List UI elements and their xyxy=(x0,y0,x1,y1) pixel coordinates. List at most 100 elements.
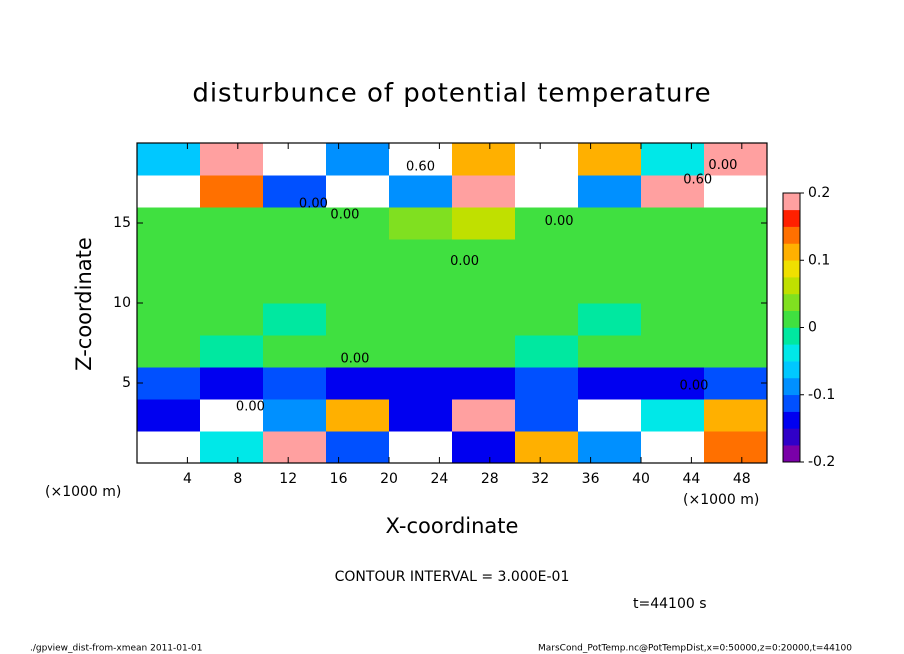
contour-label: 0.00 xyxy=(330,208,359,223)
heatmap-cell xyxy=(200,303,264,336)
heatmap-cell xyxy=(137,143,201,176)
x-tick-label: 16 xyxy=(330,471,348,487)
heatmap-cell xyxy=(200,335,264,368)
heatmap-cell xyxy=(389,175,453,208)
heatmap-cell xyxy=(389,143,453,176)
colorbar-swatch xyxy=(783,277,800,295)
heatmap-cell xyxy=(200,239,264,272)
heatmap-cell xyxy=(452,143,516,176)
heatmap-cell xyxy=(389,399,453,432)
heatmap-cell xyxy=(452,431,516,464)
heatmap-cell xyxy=(578,303,642,336)
x-unit-label: (×1000 m) xyxy=(683,492,759,508)
y-tick-label: 5 xyxy=(122,375,131,391)
heatmap-cell xyxy=(641,143,705,176)
heatmap-cell xyxy=(137,431,201,464)
y-tick-label: 10 xyxy=(113,295,131,311)
heatmap-cell xyxy=(326,207,390,240)
x-tick-label: 28 xyxy=(481,471,499,487)
heatmap-cell xyxy=(578,367,642,400)
heatmap-cell xyxy=(137,399,201,432)
contour-label: 0.60 xyxy=(406,160,435,175)
heatmap-cell xyxy=(704,143,768,176)
heatmap-cell xyxy=(137,271,201,304)
heatmap-cell xyxy=(389,335,453,368)
heatmap-cell xyxy=(200,175,264,208)
heatmap-cell xyxy=(326,271,390,304)
heatmap-cell xyxy=(452,303,516,336)
heatmap-cell xyxy=(452,335,516,368)
colorbar-swatch xyxy=(783,361,800,379)
colorbar-swatch xyxy=(783,445,800,463)
heatmap-cell xyxy=(704,207,768,240)
heatmap-cell xyxy=(326,431,390,464)
heatmap-cell xyxy=(641,303,705,336)
y-tick-label: 15 xyxy=(113,215,131,231)
x-tick-label: 36 xyxy=(582,471,600,487)
heatmap-cell xyxy=(578,335,642,368)
colorbar-swatch xyxy=(783,327,800,345)
heatmap-cell xyxy=(515,303,579,336)
y-axis-label: Z-coordinate xyxy=(72,237,96,371)
heatmap-cell xyxy=(515,431,579,464)
heatmap-cell xyxy=(641,335,705,368)
heatmap-cell xyxy=(515,239,579,272)
heatmap-cell xyxy=(326,367,390,400)
heatmap-cell xyxy=(200,431,264,464)
heatmap-cell xyxy=(263,239,327,272)
x-tick-label: 24 xyxy=(430,471,448,487)
heatmap-cell xyxy=(326,335,390,368)
x-unit-label: (×1000 m) xyxy=(45,484,121,500)
heatmap-cell xyxy=(200,367,264,400)
footer-left: ./gpview_dist-from-xmean 2011-01-01 xyxy=(30,644,202,654)
heatmap-cell xyxy=(452,399,516,432)
heatmap-cell xyxy=(263,271,327,304)
colorbar-swatch xyxy=(783,260,800,278)
heatmap-cell xyxy=(389,271,453,304)
heatmap-cell xyxy=(704,303,768,336)
chart-title: disturbunce of potential temperature xyxy=(192,79,711,109)
heatmap-cell xyxy=(452,367,516,400)
colorbar-swatch xyxy=(783,428,800,446)
heatmap-cell xyxy=(641,367,705,400)
heatmap-cell xyxy=(704,239,768,272)
heatmap-cell xyxy=(200,143,264,176)
heatmap-cell xyxy=(452,239,516,272)
colorbar-swatch xyxy=(783,243,800,261)
heatmap-cell xyxy=(452,271,516,304)
heatmap-cell xyxy=(515,207,579,240)
time-label: t=44100 s xyxy=(633,596,707,612)
heatmap-cell xyxy=(137,335,201,368)
heatmap-cell xyxy=(704,431,768,464)
heatmap-cell xyxy=(263,335,327,368)
x-tick-label: 8 xyxy=(233,471,242,487)
heatmap-cell xyxy=(641,239,705,272)
heatmap-cell xyxy=(200,207,264,240)
heatmap-cell xyxy=(389,239,453,272)
colorbar-swatch xyxy=(783,293,800,311)
heatmap-cell xyxy=(641,207,705,240)
contour-label: 0.60 xyxy=(683,172,712,187)
contour-label: 0.00 xyxy=(545,214,574,229)
heatmap-cell xyxy=(452,175,516,208)
colorbar-swatch xyxy=(783,377,800,396)
heatmap-cell xyxy=(578,175,642,208)
contour-label: 0.00 xyxy=(236,400,265,415)
heatmap-cell xyxy=(515,271,579,304)
heatmap-cell xyxy=(515,335,579,368)
x-tick-label: 44 xyxy=(682,471,700,487)
contour-label: 0.00 xyxy=(299,196,328,211)
contour-label: 0.00 xyxy=(341,352,370,367)
heatmap-cell xyxy=(641,431,705,464)
colorbar-swatch xyxy=(783,310,800,328)
heatmap-cell xyxy=(200,271,264,304)
heatmap-cell xyxy=(641,175,705,208)
x-tick-label: 40 xyxy=(632,471,650,487)
heatmap-cell xyxy=(578,239,642,272)
contour-interval: CONTOUR INTERVAL = 3.000E-01 xyxy=(335,569,570,585)
heatmap-cell xyxy=(326,143,390,176)
x-tick-label: 12 xyxy=(279,471,297,487)
contour-label: 0.00 xyxy=(679,379,708,394)
heatmap-cell xyxy=(137,175,201,208)
